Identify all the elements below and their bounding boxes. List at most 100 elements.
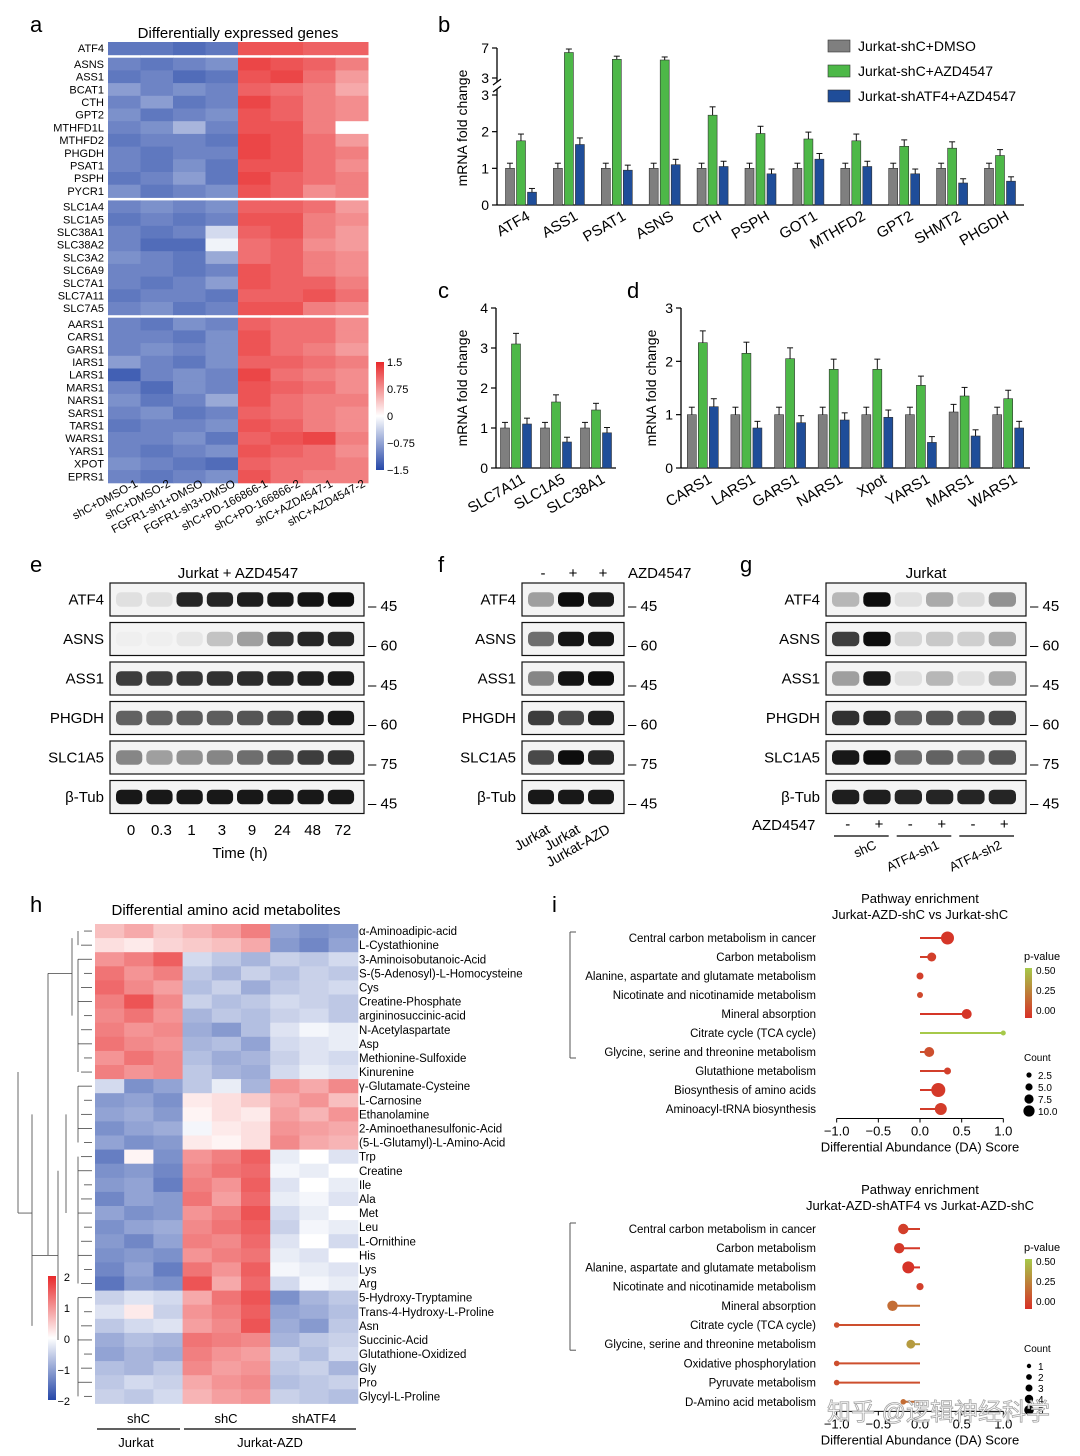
heatmap-a-cell — [173, 133, 206, 148]
gene-label: SLC6A9 — [63, 265, 104, 277]
blot-strip — [825, 621, 1027, 657]
heatmap-a-cell — [140, 238, 174, 252]
blot-row-label: ASS1 — [478, 670, 516, 687]
time-label: 0.3 — [151, 822, 172, 839]
heatmap-h-cell — [270, 1008, 300, 1024]
heatmap-a-cell — [335, 251, 369, 265]
bar-jurkat-shc-azd4547 — [707, 114, 718, 206]
heatmap-a-cell — [140, 302, 174, 316]
heatmap-a-cell — [205, 302, 239, 316]
heatmap-a-cell — [205, 83, 239, 97]
protein-band — [588, 631, 614, 647]
heatmap-h-cell — [328, 1347, 359, 1362]
pathway-label: Nicotinate and nicotinamide metabolism — [613, 1282, 816, 1294]
heatmap-h-cell — [211, 1304, 242, 1320]
molecular-weight-label: – 45 — [368, 598, 397, 615]
heatmap-h-cell — [270, 1375, 300, 1390]
heatmap-h-cell — [241, 1163, 271, 1179]
heatmap-a-cell — [238, 368, 271, 382]
bar-jurkat-shc-dmso — [948, 411, 959, 469]
heatmap-a-cell — [270, 444, 304, 458]
bar-jurkat-shc-azd4547 — [947, 147, 957, 206]
protein-band — [146, 789, 173, 805]
gene-label: PHGDH — [64, 148, 104, 160]
protein-band — [237, 592, 264, 607]
heatmap-h-cell — [182, 1276, 213, 1292]
heatmap-a-cell — [108, 57, 141, 71]
bar-jurkat-shatf4-azd4547 — [862, 166, 873, 206]
count-legend-dot — [1026, 1072, 1032, 1078]
treatment-mark: + — [599, 565, 608, 582]
protein-band — [558, 671, 584, 686]
bar-jurkat-shc-azd4547 — [564, 52, 574, 206]
heatmap-h-cell — [95, 1389, 125, 1404]
heatmap-h-cell — [95, 1036, 125, 1052]
gene-label: TARS1 — [69, 421, 104, 433]
protein-band — [894, 789, 922, 805]
legend-tick: 0.75 — [387, 384, 408, 396]
heatmap-a-cell — [173, 238, 206, 252]
heatmap-h-cell — [153, 1149, 184, 1165]
heatmap-a-cell — [270, 238, 304, 252]
heatmap-a-cell — [270, 457, 304, 471]
heatmap-h-cell — [270, 1079, 300, 1094]
protein-band — [957, 592, 985, 607]
heatmap-a-cell — [140, 159, 174, 173]
protein-band — [176, 592, 203, 607]
legend-color-bar — [1025, 968, 1032, 1018]
heatmap-h-cell — [153, 1191, 184, 1207]
heatmap-h-cell — [182, 1121, 213, 1136]
heatmap-h-cell — [328, 1248, 359, 1263]
bar-jurkat-shc-azd4547 — [803, 138, 814, 206]
heatmap-a-cell — [205, 133, 239, 148]
heatmap-h-cell — [241, 1361, 271, 1376]
heatmap-a-cell — [335, 57, 369, 71]
heatmap-a-cell — [238, 381, 271, 395]
heatmap-a-cell — [205, 317, 239, 331]
heatmap-a-cell — [303, 263, 336, 278]
heatmap-h-cell — [299, 1149, 330, 1165]
heatmap-h-cell — [270, 1163, 300, 1179]
heatmap-a-cell — [270, 146, 304, 160]
heatmap-a-cell — [108, 83, 141, 97]
heatmap-h-cell — [328, 1234, 359, 1249]
metabolite-label: Trans-4-Hydroxy-L-Proline — [359, 1307, 494, 1319]
heatmap-a-cell — [205, 95, 239, 109]
bar-jurkat-shatf4-azd4547 — [1014, 427, 1025, 469]
metabolite-label: Ala — [359, 1194, 376, 1206]
heatmap-a-cell — [205, 444, 239, 458]
pathway-label: Biosynthesis of amino acids — [674, 1085, 816, 1097]
heatmap-h-cell — [182, 966, 213, 981]
y-tick-label: 0 — [481, 197, 489, 213]
x-tick-label: −0.5 — [865, 1416, 891, 1431]
protein-band — [957, 710, 985, 726]
heatmap-h-cell — [299, 1135, 330, 1151]
metabolite-label: γ-Glutamate-Cysteine — [359, 1081, 470, 1093]
group-label: ATF4-sh2 — [947, 837, 1004, 874]
gene-label: SLC38A1 — [57, 227, 104, 239]
heatmap-h-cell — [328, 1107, 359, 1122]
gene-label: CARS1 — [67, 332, 104, 344]
heatmap-a-cell — [140, 381, 174, 395]
lollipop-dot — [902, 1261, 915, 1274]
heatmap-a-cell — [140, 343, 174, 357]
heatmap-a-cell — [205, 70, 239, 84]
heatmap-h-cell — [182, 1389, 213, 1404]
heatmap-a-cell — [238, 444, 271, 458]
heatmap-a-cell — [108, 289, 141, 303]
heatmap-h-cell — [153, 1276, 184, 1292]
protein-band — [267, 592, 294, 607]
heatmap-a-cell — [238, 251, 271, 265]
heatmap-h-cell — [124, 994, 154, 1010]
count-legend-dot — [1025, 1384, 1033, 1392]
heatmap-h-cell — [182, 1191, 213, 1207]
time-label: 3 — [218, 822, 226, 839]
heatmap-h-cell — [270, 1149, 300, 1165]
treatment-mark: - — [541, 565, 546, 582]
heatmap-a-cell — [140, 70, 174, 84]
lollipop-dot — [927, 952, 937, 962]
heatmap-a-cell — [303, 95, 336, 109]
protein-band — [894, 671, 922, 686]
protein-band — [116, 789, 143, 805]
protein-band — [206, 592, 234, 607]
